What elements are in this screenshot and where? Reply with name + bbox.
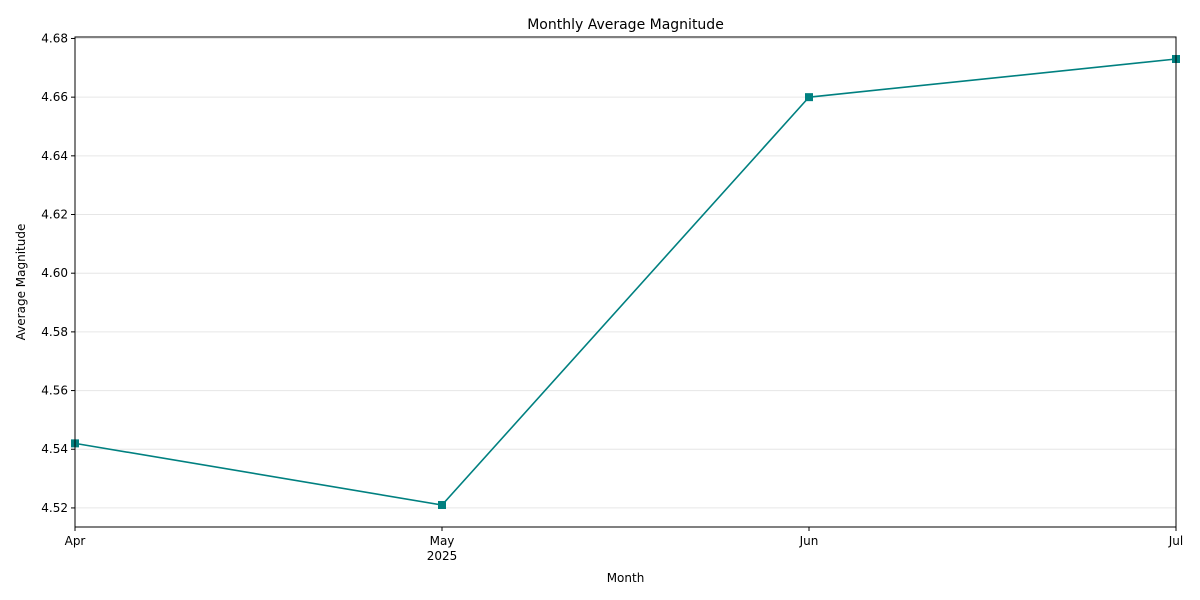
x-tick-label: Jul xyxy=(1168,534,1183,548)
x-year-label: 2025 xyxy=(427,549,458,563)
x-axis-title: Month xyxy=(607,571,645,585)
x-tick-label: May xyxy=(430,534,455,548)
y-tick-label: 4.52 xyxy=(41,501,68,515)
y-tick-label: 4.66 xyxy=(41,90,68,104)
series-line xyxy=(74,58,1177,506)
y-tick-label: 4.54 xyxy=(41,442,68,456)
y-tick-label: 4.58 xyxy=(41,325,68,339)
chart-title: Monthly Average Magnitude xyxy=(527,17,724,33)
y-axis-title: Average Magnitude xyxy=(14,224,28,341)
x-axis: Apr May Jun Jul 2025 xyxy=(65,527,1183,563)
data-point-marker xyxy=(438,500,446,509)
x-tick-label: Apr xyxy=(65,534,86,548)
y-tick-label: 4.60 xyxy=(41,266,68,280)
gridlines xyxy=(75,37,1176,509)
plot-area-frame xyxy=(74,36,1177,528)
data-point-marker xyxy=(805,93,813,102)
y-tick-label: 4.56 xyxy=(41,384,68,398)
x-tick-label: Jun xyxy=(799,534,819,548)
y-tick-label: 4.68 xyxy=(41,31,68,45)
y-tick-label: 4.64 xyxy=(41,149,68,163)
y-tick-label: 4.62 xyxy=(41,208,68,222)
y-axis: 4.52 4.54 4.56 4.58 4.60 4.62 4.64 4.66 4.68 xyxy=(41,31,75,515)
